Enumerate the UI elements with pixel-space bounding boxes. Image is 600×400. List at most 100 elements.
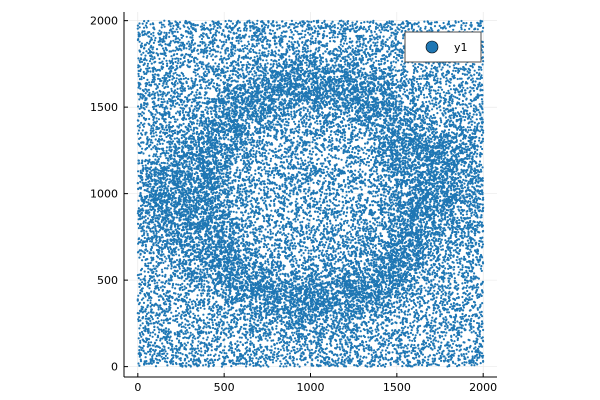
data-point: [315, 240, 318, 243]
data-point: [448, 84, 451, 88]
data-point: [265, 244, 268, 247]
data-point: [243, 44, 246, 47]
data-point: [459, 139, 462, 142]
data-point: [247, 171, 250, 175]
data-point: [325, 222, 329, 225]
data-point: [363, 157, 366, 161]
data-point: [368, 175, 371, 179]
data-point: [141, 129, 144, 132]
data-point: [196, 73, 199, 76]
data-point: [369, 253, 372, 256]
data-point: [466, 260, 469, 263]
data-point: [360, 21, 363, 25]
data-point: [375, 131, 378, 134]
data-point: [204, 363, 207, 366]
data-point: [387, 359, 390, 362]
data-point: [402, 166, 405, 169]
data-point: [206, 97, 209, 100]
data-point: [163, 19, 166, 22]
data-point: [284, 131, 287, 134]
data-point: [155, 48, 159, 51]
data-point: [302, 153, 305, 156]
data-point: [439, 315, 442, 318]
data-point: [379, 306, 382, 309]
data-point: [328, 138, 331, 142]
data-point: [448, 175, 452, 178]
data-point: [348, 197, 352, 200]
data-point: [170, 311, 173, 314]
data-point: [278, 169, 281, 172]
data-point: [367, 262, 370, 265]
data-point: [253, 70, 256, 73]
data-point: [231, 92, 234, 96]
data-point: [218, 325, 221, 328]
data-point: [427, 189, 430, 192]
data-point: [477, 68, 480, 71]
data-point: [481, 63, 484, 66]
data-point: [167, 169, 170, 172]
data-point: [267, 334, 270, 337]
data-point: [290, 350, 293, 353]
data-point: [303, 328, 306, 331]
data-point: [296, 30, 299, 33]
data-point: [423, 140, 426, 143]
data-point: [225, 225, 228, 228]
data-point: [199, 83, 202, 86]
data-point: [336, 75, 339, 78]
data-point: [239, 36, 242, 39]
data-point: [409, 331, 412, 335]
data-point: [184, 77, 187, 80]
data-point: [380, 323, 383, 326]
data-point: [154, 73, 157, 76]
data-point: [245, 362, 248, 365]
data-point: [176, 133, 179, 136]
data-point: [170, 264, 173, 268]
data-point: [334, 64, 337, 67]
data-point: [151, 58, 154, 61]
data-point: [440, 359, 443, 362]
data-point: [296, 327, 299, 330]
data-point: [285, 365, 288, 368]
data-point: [465, 176, 468, 179]
data-point: [469, 118, 472, 121]
data-point: [225, 62, 228, 65]
data-point: [272, 187, 275, 190]
data-point: [189, 218, 192, 221]
data-point: [332, 249, 335, 252]
data-point: [459, 268, 462, 271]
data-point: [349, 70, 352, 73]
data-point: [167, 264, 170, 267]
data-point: [140, 273, 143, 276]
data-point: [257, 109, 260, 112]
data-point: [325, 343, 329, 346]
data-point: [259, 343, 262, 346]
data-point: [374, 55, 377, 59]
data-point: [171, 286, 174, 289]
data-point: [350, 218, 353, 222]
data-point: [463, 119, 466, 122]
data-point: [292, 334, 295, 337]
data-point: [452, 28, 455, 31]
data-point: [346, 221, 349, 224]
data-point: [279, 227, 282, 230]
data-point: [265, 185, 268, 189]
data-point: [166, 162, 169, 165]
data-point: [193, 94, 196, 97]
data-point: [256, 256, 259, 259]
data-point: [448, 306, 452, 309]
data-point: [319, 122, 322, 125]
data-point: [442, 91, 445, 94]
data-point: [196, 24, 199, 27]
data-point: [235, 32, 238, 35]
data-point: [220, 193, 223, 196]
data-point: [430, 140, 433, 143]
data-point: [461, 72, 464, 75]
data-point: [355, 121, 358, 124]
data-point: [254, 336, 258, 339]
data-point: [406, 70, 409, 73]
data-point: [148, 117, 151, 121]
data-point: [442, 338, 445, 341]
data-point: [162, 292, 165, 296]
data-point: [136, 298, 139, 301]
data-point: [476, 307, 479, 310]
